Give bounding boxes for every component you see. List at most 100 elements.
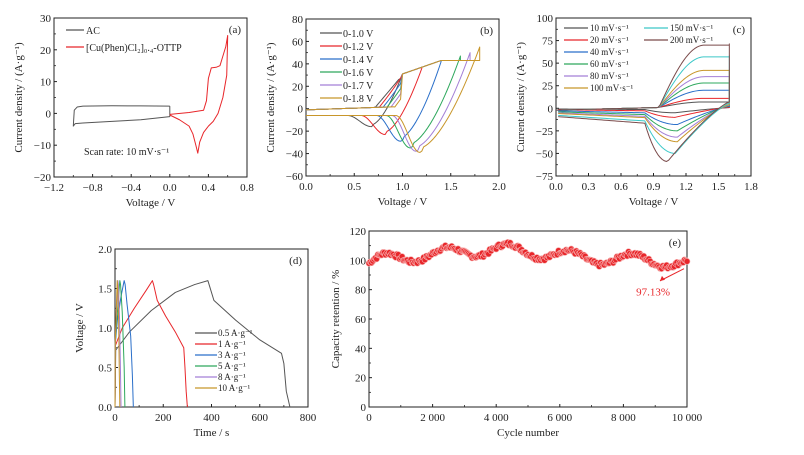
legend-label: 0-1.7 V bbox=[343, 81, 374, 92]
scatter-markers bbox=[365, 239, 691, 272]
x-tick-label: 1.0 bbox=[396, 181, 410, 193]
x-tick-label: 0 bbox=[112, 412, 118, 424]
x-tick-label: 1.8 bbox=[744, 181, 758, 193]
y-tick-label: 0.5 bbox=[98, 363, 112, 375]
x-tick-label: 2.0 bbox=[492, 181, 506, 193]
x-tick-label: 800 bbox=[300, 412, 317, 424]
x-tick-label: 0.0 bbox=[163, 182, 177, 194]
x-tick-label: 1.5 bbox=[712, 181, 726, 193]
x-tick-label: 0.0 bbox=[549, 181, 563, 193]
y-tick-label: 25 bbox=[542, 81, 554, 93]
axes-frame bbox=[114, 248, 309, 408]
x-tick-label: 0.6 bbox=[614, 181, 628, 193]
legend-label: AC bbox=[86, 26, 100, 37]
x-tick-label: 4 000 bbox=[484, 412, 509, 424]
x-axis-label: Voltage / V bbox=[378, 196, 428, 208]
x-axis-label: Cycle number bbox=[497, 427, 559, 439]
x-tick-label: 400 bbox=[203, 412, 220, 424]
legend-label: 60 mV·s⁻¹ bbox=[590, 59, 629, 69]
x-tick-label: 2 000 bbox=[420, 412, 445, 424]
y-tick-label: 60 bbox=[355, 314, 367, 326]
x-tick-label: 200 bbox=[155, 412, 172, 424]
y-tick-label: 10 bbox=[40, 77, 52, 89]
panel-label: (a) bbox=[229, 24, 242, 36]
series-line-0-1-4-V bbox=[305, 59, 442, 142]
x-tick-label: 0.3 bbox=[582, 181, 596, 193]
series-line-cu-phen-ottp bbox=[169, 34, 229, 154]
series-line-100-mV-s- bbox=[555, 69, 730, 143]
y-tick-label: 40 bbox=[355, 343, 367, 355]
x-tick-label: 0.9 bbox=[647, 181, 661, 193]
y-tick-label: 0 bbox=[46, 108, 52, 120]
x-tick-label: −0.8 bbox=[83, 182, 103, 194]
panel-label: (b) bbox=[480, 25, 493, 37]
arrow-head bbox=[659, 275, 665, 281]
axes-frame bbox=[555, 17, 752, 177]
series-line-10-A-g- bbox=[114, 280, 121, 408]
y-tick-label: 1.5 bbox=[98, 284, 112, 296]
y-tick-label: −75 bbox=[536, 171, 554, 183]
series-line-0-1-7-V bbox=[305, 52, 471, 152]
x-axis-label: Time / s bbox=[194, 427, 230, 439]
legend-label: 8 A·g⁻¹ bbox=[218, 372, 246, 382]
series-line-0-1-8-V bbox=[305, 46, 481, 153]
x-tick-label: 0.4 bbox=[202, 182, 216, 194]
panel-b: 0.0 0.5 1.0 1.5 2.0 −60 −40 −20 0 20 40 60 80 Voltage… bbox=[265, 14, 506, 208]
panel-label: (e) bbox=[669, 237, 682, 249]
y-tick-label: 20 bbox=[292, 81, 304, 93]
legend-label: 200 mV·s⁻¹ bbox=[670, 35, 714, 45]
y-tick-label: 50 bbox=[542, 58, 554, 70]
y-tick-label: −50 bbox=[536, 148, 554, 160]
legend-label: 0-1.6 V bbox=[343, 68, 374, 79]
y-axis-label: Current density / (A·g⁻¹) bbox=[13, 42, 25, 153]
y-axis-label: Current density / (A·g⁻¹) bbox=[515, 42, 527, 153]
legend-label: 3 A·g⁻¹ bbox=[218, 350, 246, 360]
data-point bbox=[683, 258, 691, 265]
x-tick-label: 6 000 bbox=[547, 412, 572, 424]
y-tick-label: 120 bbox=[350, 226, 367, 238]
panel-c: 0.0 0.3 0.6 0.9 1.2 1.5 1.8 −75 −50 −25 0 25 50 75 100… bbox=[515, 13, 758, 208]
y-tick-label: 100 bbox=[350, 255, 367, 267]
panel-label: (c) bbox=[733, 24, 746, 36]
legend-label: 80 mV·s⁻¹ bbox=[590, 71, 629, 81]
panel-label: (d) bbox=[289, 255, 302, 267]
legend-label: 0-1.4 V bbox=[343, 55, 374, 66]
legend-label: 100 mV·s⁻¹ bbox=[590, 83, 634, 93]
x-tick-label: 1.5 bbox=[444, 181, 458, 193]
retention-annotation: 97.13% bbox=[636, 287, 670, 299]
y-tick-label: 80 bbox=[292, 14, 304, 26]
x-tick-label: −0.4 bbox=[121, 182, 141, 194]
legend-label: 0-1.0 V bbox=[343, 29, 374, 40]
legend-label: 150 mV·s⁻¹ bbox=[670, 23, 714, 33]
y-tick-label: 20 bbox=[40, 45, 52, 57]
y-tick-label: 2.0 bbox=[98, 244, 112, 256]
panel-a: −1.2 −0.8 −0.4 0.0 0.4 0.8 −20 −10 0 10 20 30 Voltag… bbox=[13, 13, 254, 209]
legend-label: 10 mV·s⁻¹ bbox=[590, 23, 629, 33]
y-tick-label: 80 bbox=[355, 285, 367, 297]
legend-label: 40 mV·s⁻¹ bbox=[590, 47, 629, 57]
x-tick-label: 600 bbox=[252, 412, 269, 424]
y-tick-label: 75 bbox=[542, 36, 554, 48]
series-line-0-5-A-g- bbox=[114, 280, 291, 408]
legend-label: 10 A·g⁻¹ bbox=[218, 383, 251, 393]
panel-d: 0 200 400 600 800 0.0 0.5 1.0 1.5 2.0 Time / s Volt… bbox=[74, 244, 317, 439]
x-tick-label: 1.2 bbox=[679, 181, 693, 193]
legend-label: 1 A·g⁻¹ bbox=[218, 339, 246, 349]
y-tick-label: 0 bbox=[298, 104, 304, 116]
legend-label: 0-1.2 V bbox=[343, 42, 374, 53]
legend-label: 20 mV·s⁻¹ bbox=[590, 35, 629, 45]
y-tick-label: −20 bbox=[286, 126, 304, 138]
y-axis-label: Current density / (A·g⁻¹) bbox=[265, 42, 277, 153]
legend-label: 0.5 A·g⁻¹ bbox=[218, 328, 253, 338]
y-tick-label: 30 bbox=[40, 13, 52, 25]
y-axis-label: Voltage / V bbox=[74, 303, 86, 353]
y-tick-label: 0.0 bbox=[98, 402, 112, 414]
y-tick-label: 40 bbox=[292, 59, 304, 71]
legend-label: [Cu(Phen)Cl₂]₀.₄-OTTP bbox=[86, 43, 182, 54]
x-tick-label: 0.0 bbox=[299, 181, 313, 193]
x-tick-label: −1.2 bbox=[44, 182, 64, 194]
x-tick-label: 0.5 bbox=[347, 181, 361, 193]
y-tick-label: 0 bbox=[548, 103, 554, 115]
x-tick-label: 10 000 bbox=[672, 412, 703, 424]
